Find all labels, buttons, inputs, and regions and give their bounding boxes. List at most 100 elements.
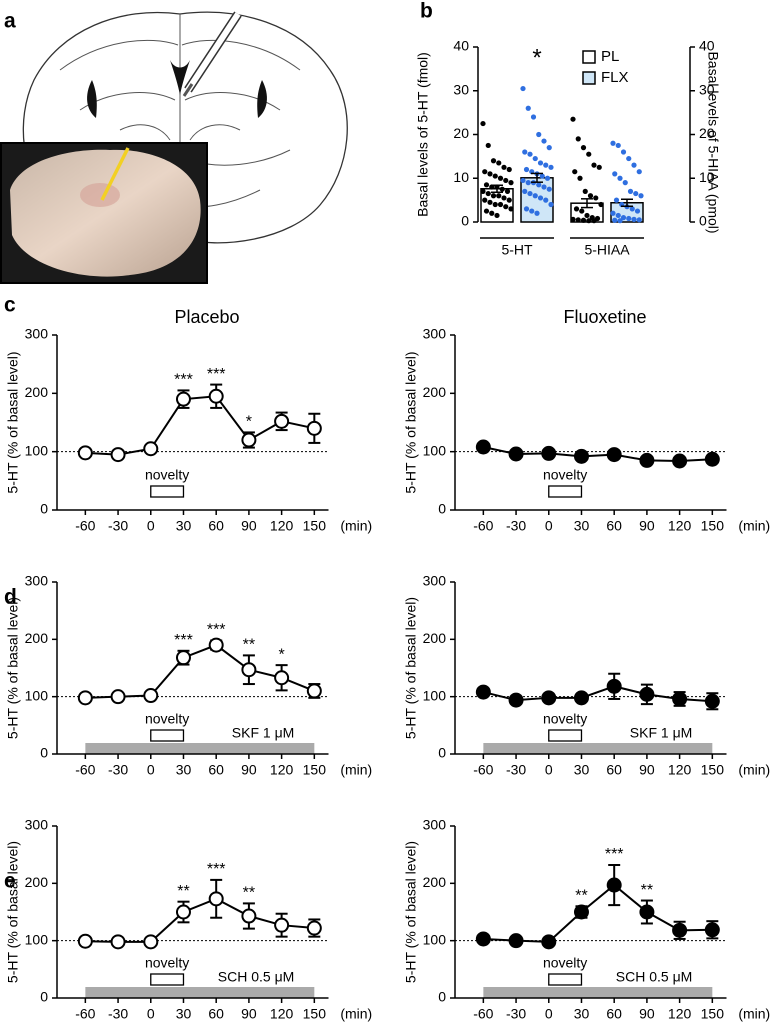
data-point (617, 175, 623, 181)
treatment-bar (85, 987, 315, 998)
x-tick-label: 0 (147, 762, 155, 778)
marker (274, 917, 290, 933)
significance: *** (207, 366, 226, 383)
data-point (570, 116, 576, 122)
x-tick-label: 150 (701, 1006, 725, 1022)
marker (573, 448, 589, 464)
marker (110, 689, 126, 705)
data-point (522, 149, 528, 155)
marker (241, 908, 257, 924)
data-point (591, 218, 597, 224)
marker (508, 933, 524, 949)
y-tick-label: 300 (25, 573, 49, 589)
data-point (501, 195, 507, 201)
photo-spot (80, 183, 120, 207)
event-label: novelty (145, 711, 189, 727)
y-axis-label: 5-HT (% of basal level) (403, 841, 419, 983)
data-point (489, 210, 495, 216)
x-tick-label: 150 (701, 762, 725, 778)
data-point (508, 206, 514, 212)
marker (143, 934, 159, 950)
x-tick-label: 150 (303, 1006, 327, 1022)
x-tick-label: 60 (208, 762, 224, 778)
y-tick-label: 0 (40, 501, 48, 517)
data-point (523, 166, 530, 173)
data-point (620, 215, 627, 221)
atlas-drawing (22, 11, 348, 244)
y-tick-label: 200 (423, 630, 447, 646)
data-point (520, 85, 526, 92)
panel-label: e (4, 870, 16, 893)
data-point (626, 215, 632, 222)
y-tick-label: 300 (423, 817, 447, 833)
y-tick-label: 40 (453, 38, 469, 54)
marker (639, 904, 655, 920)
marker (508, 446, 524, 462)
data-point (610, 140, 616, 146)
data-point (485, 142, 491, 149)
significance: * (246, 414, 252, 431)
marker (606, 447, 622, 463)
marker (475, 439, 491, 455)
x-tick-label: 90 (241, 762, 257, 778)
x-tick-label: -60 (473, 1006, 493, 1022)
marker (143, 441, 159, 457)
data-point (593, 195, 599, 201)
probe-tip (182, 83, 194, 97)
probe (182, 11, 242, 97)
x-axis-label: (min) (738, 518, 770, 534)
data-point (501, 164, 507, 170)
x-tick-label: -30 (108, 762, 128, 778)
x-axis-label: (min) (738, 762, 770, 778)
x-tick-label: -30 (506, 1006, 526, 1022)
marker (639, 452, 655, 468)
data-point (522, 188, 528, 194)
data-point (629, 206, 635, 212)
x-tick-label: 120 (270, 1006, 294, 1022)
x-tick-label: 5-HT (501, 242, 533, 258)
data-point (575, 136, 581, 142)
x-tick-label: -60 (75, 518, 95, 534)
significance: ** (575, 887, 587, 904)
x-tick-label: 0 (147, 1006, 155, 1022)
data-point (627, 188, 634, 194)
data-point (527, 190, 533, 197)
x-tick-label: 30 (574, 518, 590, 534)
marker (175, 904, 191, 920)
data-point (620, 149, 627, 155)
data-point (598, 201, 604, 208)
y2-tick-label: 20 (699, 125, 715, 141)
y-tick-label: 0 (438, 501, 446, 517)
y-tick-label: 30 (453, 81, 469, 97)
marker (175, 391, 191, 407)
event-box (548, 973, 583, 986)
x-tick-label: 60 (606, 1006, 622, 1022)
marker (606, 678, 622, 694)
y-tick-label: 100 (423, 442, 447, 458)
marker (475, 931, 491, 947)
x-tick-label: 0 (147, 518, 155, 534)
data-point (612, 217, 618, 223)
legend-swatch (582, 50, 596, 64)
data-point (506, 197, 512, 203)
y-tick-label: 100 (25, 442, 49, 458)
data-point (508, 180, 514, 186)
photo-tissue (10, 149, 201, 277)
data-point (580, 145, 587, 151)
data-point (582, 188, 588, 194)
data-point (539, 173, 545, 179)
y-tick-label: 0 (40, 745, 48, 761)
y-tick-label: 0 (40, 989, 48, 1005)
data-point (492, 173, 498, 179)
data-point (482, 169, 488, 175)
data-point (541, 138, 547, 144)
y2-tick-label: 10 (699, 169, 715, 185)
significance: ** (177, 883, 189, 900)
probe-inner (185, 12, 241, 92)
x-axis-label: (min) (340, 762, 372, 778)
data-point (520, 177, 526, 184)
x-tick-label: 90 (241, 518, 257, 534)
data-point (584, 212, 590, 219)
data-point (572, 169, 578, 175)
panel-label: d (4, 586, 17, 609)
